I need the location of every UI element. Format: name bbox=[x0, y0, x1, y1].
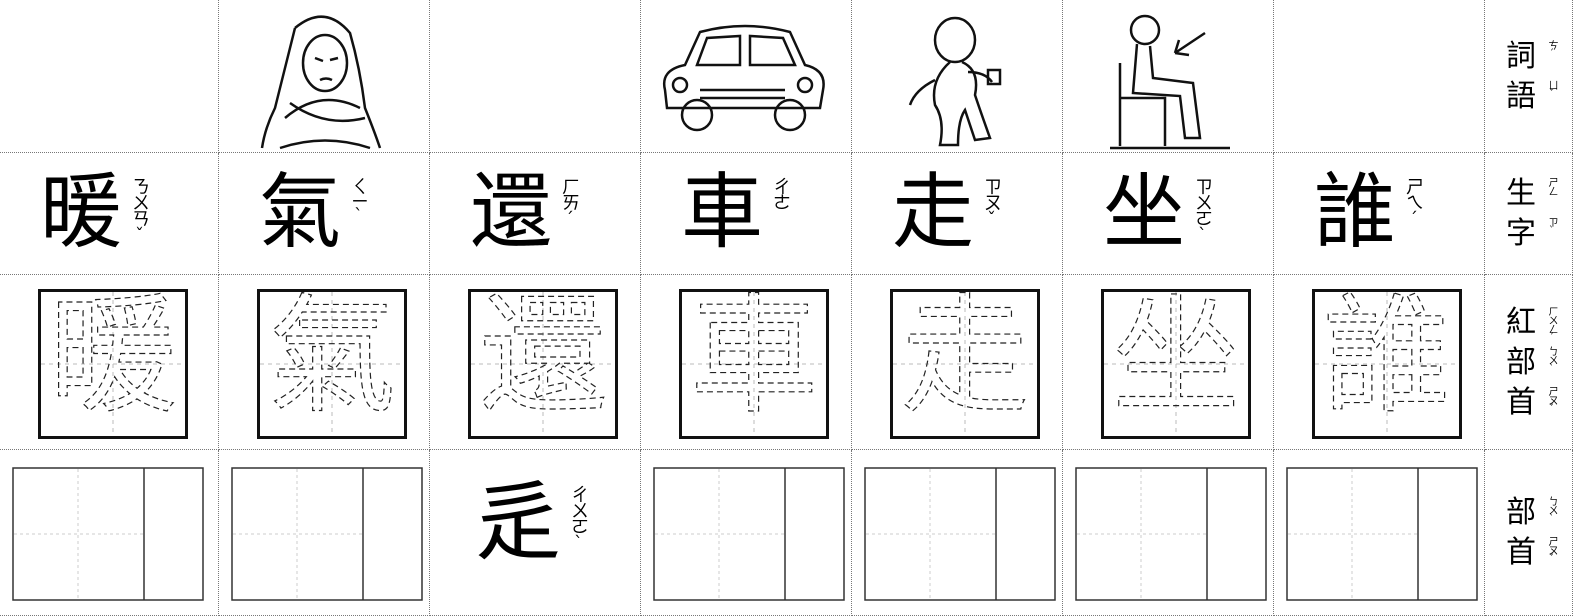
box-line bbox=[679, 289, 829, 439]
stroke-box: 坐 bbox=[1101, 289, 1251, 439]
box-line bbox=[468, 289, 618, 439]
cell bbox=[1063, 275, 1274, 450]
character: 暖 bbox=[40, 165, 123, 260]
row-label-zhuyin: ㄕㄡˇ bbox=[1546, 536, 1557, 564]
row-label-char: 字 bbox=[1506, 216, 1536, 251]
box-line bbox=[1075, 467, 1267, 601]
box-line bbox=[12, 467, 204, 601]
character: 坐 bbox=[1103, 165, 1186, 260]
row-label-char: 首 bbox=[1506, 384, 1536, 420]
stroke-box: 誰 bbox=[1312, 289, 1462, 439]
stroke-box: 還 bbox=[468, 289, 618, 439]
box-line bbox=[1101, 289, 1251, 439]
cell bbox=[1274, 153, 1485, 275]
stroke-character: 氣 bbox=[268, 289, 396, 431]
box-line bbox=[864, 467, 1056, 601]
cell bbox=[430, 153, 641, 275]
character: 氣 bbox=[259, 165, 342, 260]
stroke-box: 走 bbox=[890, 289, 1040, 439]
row-label-char: 紅 bbox=[1506, 304, 1536, 340]
stroke-character: 誰 bbox=[1323, 289, 1451, 431]
cell bbox=[219, 153, 430, 275]
cell bbox=[219, 0, 430, 153]
row-label-char: 語 bbox=[1506, 78, 1536, 114]
stroke-character: 暖 bbox=[49, 289, 177, 431]
cell bbox=[0, 0, 219, 153]
writing-box bbox=[231, 467, 423, 601]
zhuyin: ㄋㄨㄢˇ bbox=[129, 177, 150, 244]
picture-walking-figure bbox=[908, 16, 1002, 147]
zhuyin: ㄔㄜ bbox=[770, 177, 791, 209]
stroke-character: 走 bbox=[901, 289, 1029, 431]
row-label-zhuyin: ㄗˋ bbox=[1546, 217, 1557, 236]
box-line bbox=[653, 467, 845, 601]
character: 誰 bbox=[1314, 165, 1397, 260]
zhuyin: ㄏㄞˊ bbox=[559, 177, 580, 228]
picture-sitting-person bbox=[1110, 14, 1230, 150]
row-label-char: 詞 bbox=[1506, 38, 1536, 74]
stroke-character: 坐 bbox=[1112, 289, 1240, 431]
stroke-box: 氣 bbox=[257, 289, 407, 439]
box-line bbox=[1312, 289, 1462, 439]
stroke-box: 車 bbox=[679, 289, 829, 439]
box-line bbox=[38, 289, 188, 439]
character: 車 bbox=[681, 165, 764, 260]
row-label-char: 首 bbox=[1506, 535, 1536, 570]
cell bbox=[430, 0, 641, 153]
cell bbox=[852, 0, 1063, 153]
row-label-zhuyin: ㄩˇ bbox=[1546, 79, 1557, 99]
cell bbox=[430, 275, 641, 450]
cell bbox=[641, 0, 852, 153]
cell bbox=[1485, 153, 1573, 275]
character: 走 bbox=[892, 165, 975, 260]
zhuyin: ㄑㄧˋ bbox=[348, 177, 369, 225]
box-line bbox=[890, 289, 1040, 439]
writing-box bbox=[653, 467, 845, 601]
stroke-box: 暖 bbox=[38, 289, 188, 439]
cell bbox=[0, 153, 219, 275]
cell bbox=[1063, 153, 1274, 275]
row-label-zhuyin: ㄅㄨˋ bbox=[1546, 496, 1557, 524]
cell bbox=[1274, 275, 1485, 450]
cell bbox=[0, 275, 219, 450]
zhuyin: ㄕㄟˊ bbox=[1403, 177, 1424, 228]
cell bbox=[219, 275, 430, 450]
cell bbox=[1274, 0, 1485, 153]
writing-box bbox=[1286, 467, 1478, 601]
row-label-char: 部 bbox=[1506, 344, 1536, 380]
row-label-zhuyin: ㄕㄥ bbox=[1546, 177, 1557, 195]
cell bbox=[1485, 0, 1573, 153]
box-line bbox=[1286, 467, 1478, 601]
cell bbox=[852, 275, 1063, 450]
zhuyin: ㄗㄡˇ bbox=[981, 177, 1002, 228]
writing-box bbox=[864, 467, 1056, 601]
cell bbox=[1063, 0, 1274, 153]
row-label-zhuyin: ㄏㄨㄥˊ bbox=[1546, 305, 1557, 343]
cell bbox=[641, 153, 852, 275]
writing-box bbox=[1075, 467, 1267, 601]
character: 辵 bbox=[475, 473, 561, 573]
row-label-zhuyin: ㄅㄨˋ bbox=[1546, 345, 1557, 374]
character: 還 bbox=[470, 165, 553, 260]
box-line bbox=[257, 289, 407, 439]
writing-box bbox=[12, 467, 204, 601]
picture-car bbox=[662, 24, 825, 132]
picture-cold-person bbox=[260, 15, 382, 150]
box-line bbox=[231, 467, 423, 601]
stroke-character: 還 bbox=[479, 289, 607, 431]
zhuyin: ㄗㄨㄛˋ bbox=[1192, 177, 1213, 244]
cell bbox=[852, 153, 1063, 275]
row-label-char: 部 bbox=[1506, 495, 1536, 530]
cell bbox=[1485, 450, 1573, 616]
row-label-zhuyin: ㄕㄡˇ bbox=[1546, 385, 1557, 414]
row-label-zhuyin: ㄘˊ bbox=[1546, 39, 1557, 59]
zhuyin: ㄔㄨㄛˋ bbox=[568, 485, 589, 552]
cell bbox=[641, 275, 852, 450]
stroke-character: 車 bbox=[690, 289, 818, 431]
row-label-char: 生 bbox=[1506, 176, 1536, 211]
